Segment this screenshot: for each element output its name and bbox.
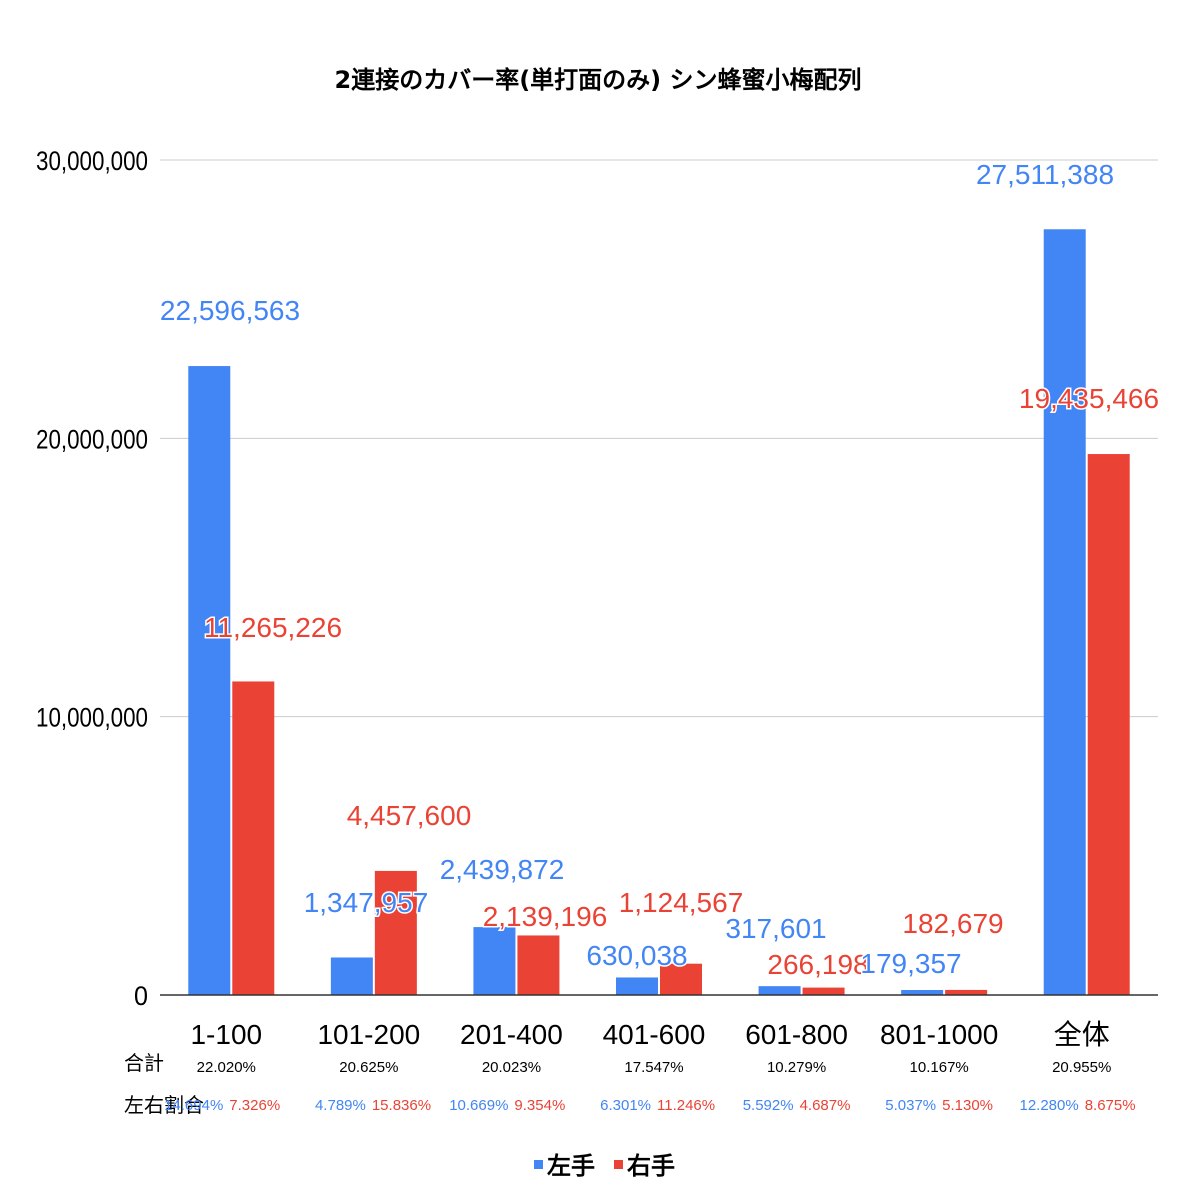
bar-left xyxy=(330,957,373,995)
bar-right xyxy=(517,935,560,995)
total-value: 20.023% xyxy=(482,1059,541,1076)
left-ratio-value: 4.789% xyxy=(315,1097,366,1114)
x-tick-label: 全体 xyxy=(1054,1019,1110,1050)
chart-title: 2連接のカバー率(単打面のみ) シン蜂蜜小梅配列 xyxy=(335,66,862,94)
bar-left xyxy=(473,927,516,995)
bar-right xyxy=(232,681,275,995)
bar-right xyxy=(945,989,988,995)
bar-right xyxy=(1087,454,1130,995)
data-label-left: 179,357 xyxy=(860,948,961,979)
y-tick-label: 10,000,000 xyxy=(36,703,148,733)
data-label-right: 19,435,466 xyxy=(1019,383,1159,414)
legend-swatch-right xyxy=(614,1160,623,1169)
data-label-left: 1,347,957 xyxy=(304,887,429,918)
data-label-left: 317,601 xyxy=(725,913,826,944)
y-tick-label: 0 xyxy=(134,981,148,1011)
x-tick-label: 1-100 xyxy=(190,1019,262,1050)
y-axis-ticks: 0 10,000,000 20,000,000 30,000,000 xyxy=(36,146,148,1011)
right-ratio-value: 8.675% xyxy=(1085,1097,1136,1114)
x-tick-label: 101-200 xyxy=(317,1019,420,1050)
data-label-right: 11,265,226 xyxy=(204,612,342,643)
left-ratio-value: 10.669% xyxy=(449,1097,508,1114)
data-label-left: 630,038 xyxy=(586,940,687,971)
data-label-left: 22,596,563 xyxy=(160,295,300,326)
summary-table: 22.020% 14.694% 7.326% 20.625% 4.789% 15.836%… xyxy=(164,1059,1136,1114)
bar-left xyxy=(758,986,801,995)
bars xyxy=(188,229,1130,996)
right-ratio-value: 15.836% xyxy=(372,1097,431,1114)
gridlines xyxy=(160,159,1158,718)
bar-left xyxy=(616,977,658,995)
bar-left xyxy=(1043,229,1086,996)
total-value: 10.167% xyxy=(910,1059,969,1076)
x-tick-label: 401-600 xyxy=(603,1019,706,1050)
data-labels: 22,596,563 11,265,226 1,347,957 4,457,600 2,… xyxy=(158,158,1160,982)
bar-right xyxy=(374,870,417,995)
total-value: 17.547% xyxy=(624,1059,683,1076)
ratio-row-label: 左右割合 xyxy=(124,1093,204,1117)
total-row-label: 合計 xyxy=(124,1051,164,1075)
x-axis-ticks: 1-100 101-200 201-400 401-600 601-800 801-100… xyxy=(190,1019,1109,1050)
legend-label-left: 左手 xyxy=(547,1152,595,1180)
x-tick-label: 801-1000 xyxy=(880,1019,998,1050)
right-ratio-value: 4.687% xyxy=(800,1097,851,1114)
data-label-right: 1,124,567 xyxy=(619,887,744,918)
data-label-right: 266,198 xyxy=(767,949,868,980)
legend: 左手 右手 xyxy=(534,1152,675,1180)
bar-left xyxy=(901,990,944,995)
data-label-right: 182,679 xyxy=(902,908,1003,939)
total-value: 22.020% xyxy=(197,1059,256,1076)
bar-right xyxy=(802,987,845,995)
right-ratio-value: 9.354% xyxy=(514,1097,565,1114)
legend-label-right: 右手 xyxy=(627,1152,675,1180)
y-tick-label: 20,000,000 xyxy=(36,424,148,454)
legend-swatch-left xyxy=(534,1160,543,1169)
data-label-right: 4,457,600 xyxy=(347,800,472,831)
bar-right xyxy=(660,963,702,995)
x-tick-label: 601-800 xyxy=(745,1019,848,1050)
total-value: 20.625% xyxy=(339,1059,398,1076)
total-value: 20.955% xyxy=(1052,1059,1111,1076)
right-ratio-value: 7.326% xyxy=(229,1097,280,1114)
data-label-right: 2,139,196 xyxy=(483,901,608,932)
left-ratio-value: 5.037% xyxy=(885,1097,936,1114)
left-ratio-value: 6.301% xyxy=(600,1097,651,1114)
bar-left xyxy=(188,366,231,995)
data-label-left: 27,511,388 xyxy=(976,159,1114,190)
left-ratio-value: 14.694% xyxy=(164,1097,223,1114)
y-tick-label: 30,000,000 xyxy=(36,146,148,176)
right-ratio-value: 5.130% xyxy=(942,1097,993,1114)
data-label-left: 2,439,872 xyxy=(440,854,565,885)
left-ratio-value: 12.280% xyxy=(1019,1097,1078,1114)
total-value: 10.279% xyxy=(767,1059,826,1076)
left-ratio-value: 5.592% xyxy=(743,1097,794,1114)
right-ratio-value: 11.246% xyxy=(657,1097,715,1114)
x-tick-label: 201-400 xyxy=(460,1019,563,1050)
